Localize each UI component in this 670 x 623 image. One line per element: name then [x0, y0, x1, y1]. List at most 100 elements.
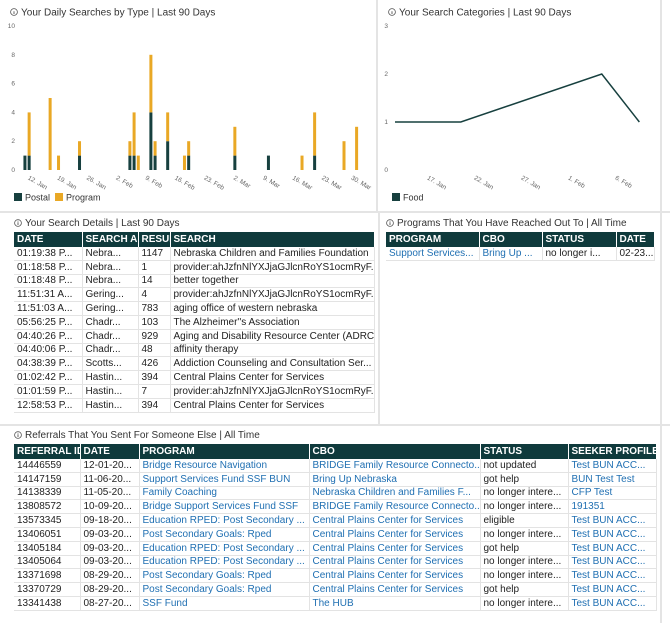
- divider: [376, 0, 378, 212]
- link-cell[interactable]: Test BUN ACC...: [568, 568, 657, 584]
- link-cell[interactable]: Nebraska Children and Families F...: [309, 486, 481, 501]
- table-row[interactable]: 12:58:53 P... Hastin... 394 Central Plains …: [14, 398, 375, 413]
- divider: [0, 211, 670, 213]
- link-cell[interactable]: Test BUN ACC...: [568, 541, 657, 556]
- table-cell: no longer intere...: [480, 486, 569, 501]
- table-row[interactable]: 13405064 09-03-20... Education RPED: Post …: [14, 555, 657, 570]
- table-cell: Central Plains Center for Services: [170, 398, 375, 413]
- chart-title: Your Search Categories | Last 90 Days: [399, 8, 571, 19]
- link-cell[interactable]: BRIDGE Family Resource Connecto...: [309, 499, 481, 515]
- table-cell: 394: [138, 370, 171, 385]
- link-cell[interactable]: SSF Fund: [139, 596, 310, 611]
- link-cell[interactable]: Central Plains Center for Services: [309, 527, 481, 542]
- table-cell: 01:01:59 P...: [14, 384, 83, 399]
- link-cell[interactable]: Test BUN ACC...: [568, 513, 657, 528]
- table-row[interactable]: 14446559 12-01-20... Bridge Resource Navig…: [14, 459, 657, 473]
- table-cell: 14446559: [14, 459, 81, 473]
- link-cell[interactable]: CFP Test: [568, 486, 657, 501]
- table-cell: 14138339: [14, 486, 81, 501]
- column-header[interactable]: STATUS: [480, 444, 569, 459]
- column-header[interactable]: RESUL: [138, 232, 171, 247]
- table-row[interactable]: 13406051 09-03-20... Post Secondary Goals:…: [14, 527, 657, 542]
- link-cell[interactable]: Bridge Resource Navigation: [139, 459, 310, 473]
- column-header[interactable]: REFERRAL ID: [14, 444, 81, 459]
- table-cell: Nebraska Children and Families Foundatio…: [170, 247, 375, 261]
- column-header[interactable]: DATE: [14, 232, 83, 247]
- link-cell[interactable]: Test BUN ACC...: [568, 555, 657, 570]
- link-cell[interactable]: Post Secondary Goals: Rped: [139, 582, 310, 597]
- link-cell[interactable]: Post Secondary Goals: Rped: [139, 527, 310, 542]
- y-tick-label: 2: [11, 138, 15, 145]
- column-header[interactable]: DATE: [80, 444, 140, 459]
- title-text: Programs That You Have Reached Out To | …: [397, 218, 627, 229]
- table-row[interactable]: 04:40:06 P... Chadr... 48 affinity therapy: [14, 343, 375, 358]
- link-cell[interactable]: Central Plains Center for Services: [309, 582, 481, 597]
- table-row[interactable]: 04:40:26 P... Chadr... 929 Aging and Disabi…: [14, 329, 375, 344]
- table-row[interactable]: 13573345 09-18-20... Education RPED: Post …: [14, 513, 657, 528]
- table-row[interactable]: 13405184 09-03-20... Education RPED: Post …: [14, 541, 657, 556]
- column-header[interactable]: SEARCH A: [82, 232, 139, 247]
- legend-label: Food: [403, 193, 424, 203]
- column-header[interactable]: CBO: [309, 444, 481, 459]
- link-cell[interactable]: 191351: [568, 499, 657, 515]
- table-row[interactable]: 13341438 08-27-20... SSF Fund The HUB no lon…: [14, 596, 657, 611]
- table-cell: 13808572: [14, 499, 81, 515]
- table-row[interactable]: 01:01:59 P... Hastin... 7 provider:ahJzfnNl…: [14, 384, 375, 399]
- table-cell: 13405184: [14, 541, 81, 556]
- link-cell[interactable]: Education RPED: Post Secondary ...: [139, 541, 310, 556]
- table-row[interactable]: 04:38:39 P... Scotts... 426 Addiction Couns…: [14, 356, 375, 372]
- table-row[interactable]: 13370729 08-29-20... Post Secondary Goals:…: [14, 582, 657, 597]
- table-row[interactable]: 13371698 08-29-20... Post Secondary Goals:…: [14, 568, 657, 584]
- link-cell[interactable]: Test BUN ACC...: [568, 582, 657, 597]
- table-row[interactable]: 11:51:31 A... Gering... 4 provider:ahJzfnNl…: [14, 287, 375, 303]
- link-cell[interactable]: Central Plains Center for Services: [309, 568, 481, 584]
- bar: [166, 141, 170, 170]
- table-row[interactable]: 13808572 10-09-20... Bridge Support Servic…: [14, 499, 657, 515]
- link-cell[interactable]: Central Plains Center for Services: [309, 541, 481, 556]
- table-cell: Addiction Counseling and Consultation Se…: [170, 356, 375, 372]
- link-cell[interactable]: BUN Test Test: [568, 472, 657, 487]
- table-row[interactable]: 05:56:25 P... Chadr... 103 The Alzheimer''s…: [14, 315, 375, 330]
- table-cell: Hastin...: [82, 370, 139, 385]
- table-row[interactable]: 01:02:42 P... Hastin... 394 Central Plains …: [14, 370, 375, 385]
- table-cell: 08-29-20...: [80, 582, 140, 597]
- table-row[interactable]: 14147159 11-06-20... Support Services Fund…: [14, 472, 657, 487]
- link-cell[interactable]: Bring Up ...: [479, 247, 543, 261]
- link-cell[interactable]: Central Plains Center for Services: [309, 513, 481, 528]
- column-header[interactable]: PROGRAM: [386, 232, 480, 247]
- link-cell[interactable]: Test BUN ACC...: [568, 527, 657, 542]
- link-cell[interactable]: Test BUN ACC...: [568, 459, 657, 473]
- link-cell[interactable]: The HUB: [309, 596, 481, 611]
- link-cell[interactable]: Education RPED: Post Secondary ...: [139, 513, 310, 528]
- column-header[interactable]: PROGRAM: [139, 444, 310, 459]
- column-header[interactable]: CBO: [479, 232, 543, 247]
- table-row[interactable]: 11:51:03 A... Gering... 783 aging office of…: [14, 301, 375, 316]
- link-cell[interactable]: Bridge Support Services Fund SSF: [139, 499, 310, 515]
- table-cell: no longer intere...: [480, 568, 569, 584]
- table-cell: 13573345: [14, 513, 81, 528]
- bar: [313, 112, 317, 156]
- table-cell: 12:58:53 P...: [14, 398, 83, 413]
- table-row[interactable]: 01:18:58 P... Nebra... 1 provider:ahJzfnNlY…: [14, 260, 375, 275]
- table-cell: provider:ahJzfnNlYXJjaGJlcnRoYS1ocmRyF..…: [170, 287, 375, 303]
- bar: [153, 141, 157, 156]
- link-cell[interactable]: Family Coaching: [139, 486, 310, 501]
- link-cell[interactable]: Support Services Fund SSF BUN: [139, 472, 310, 487]
- link-cell[interactable]: Test BUN ACC...: [568, 596, 657, 611]
- column-header[interactable]: SEARCH: [170, 232, 375, 247]
- table-row[interactable]: Support Services... Bring Up ... no longer…: [386, 247, 655, 261]
- table-cell: Nebra...: [82, 260, 139, 275]
- column-header[interactable]: STATUS: [542, 232, 617, 247]
- link-cell[interactable]: Central Plains Center for Services: [309, 555, 481, 570]
- column-header[interactable]: SEEKER PROFILE: [568, 444, 657, 459]
- table-row[interactable]: 14138339 11-05-20... Family Coaching Nebras…: [14, 486, 657, 501]
- link-cell[interactable]: Support Services...: [386, 247, 480, 261]
- table-row[interactable]: 01:19:38 P... Nebra... 1147 Nebraska Childr…: [14, 247, 375, 261]
- column-header[interactable]: DATE: [616, 232, 655, 247]
- link-cell[interactable]: Post Secondary Goals: Rped: [139, 568, 310, 584]
- link-cell[interactable]: Bring Up Nebraska: [309, 472, 481, 487]
- link-cell[interactable]: BRIDGE Family Resource Connecto...: [309, 459, 481, 473]
- link-cell[interactable]: Education RPED: Post Secondary ...: [139, 555, 310, 570]
- table-row[interactable]: 01:18:48 P... Nebra... 14 better together: [14, 274, 375, 289]
- bar: [355, 126, 359, 170]
